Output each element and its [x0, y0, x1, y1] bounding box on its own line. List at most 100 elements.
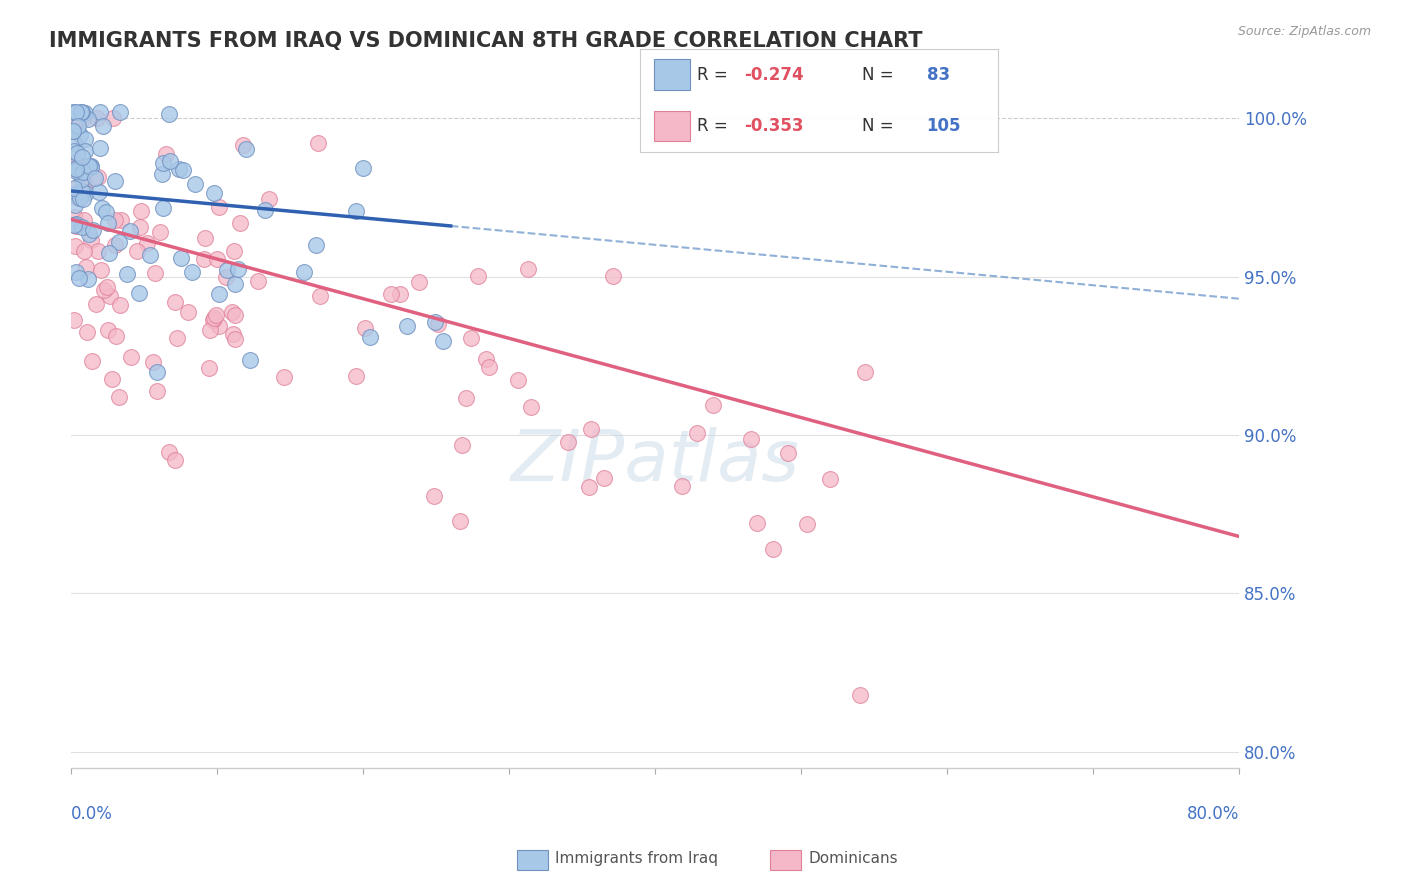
- Point: [65, 104, 87, 119]
- Point: [101, 111, 124, 125]
- Point: [170, 252, 193, 266]
- Point: [65, 265, 87, 279]
- Point: [73, 105, 96, 120]
- Point: [105, 328, 128, 343]
- Point: [305, 238, 328, 252]
- Text: 80.0%: 80.0%: [1187, 805, 1239, 823]
- Point: [474, 352, 496, 367]
- Point: [93, 283, 115, 297]
- Point: [146, 365, 169, 379]
- Point: [309, 289, 332, 303]
- Point: [152, 155, 174, 169]
- Point: [239, 353, 262, 368]
- Point: [104, 174, 127, 188]
- Point: [66, 119, 89, 133]
- Point: [671, 479, 693, 493]
- Point: [467, 268, 489, 283]
- Text: 83: 83: [927, 66, 949, 84]
- Point: [226, 261, 249, 276]
- Point: [208, 286, 231, 301]
- Point: [506, 373, 529, 387]
- Point: [91, 201, 114, 215]
- Point: [273, 370, 295, 384]
- Point: [75, 260, 97, 275]
- Point: [150, 167, 173, 181]
- Point: [478, 359, 501, 374]
- Point: [235, 142, 257, 156]
- Point: [89, 185, 111, 199]
- Point: [389, 287, 412, 301]
- Point: [72, 164, 94, 178]
- Point: [96, 280, 118, 294]
- Point: [380, 287, 402, 301]
- Point: [222, 326, 245, 341]
- Point: [432, 334, 454, 348]
- Point: [214, 269, 236, 284]
- Text: -0.353: -0.353: [744, 117, 803, 135]
- Text: N =: N =: [862, 66, 898, 84]
- Point: [107, 235, 129, 250]
- Point: [77, 272, 100, 286]
- Point: [592, 471, 614, 485]
- Point: [69, 191, 91, 205]
- Point: [193, 252, 215, 266]
- Point: [104, 213, 127, 227]
- Point: [65, 219, 87, 233]
- Point: [108, 390, 131, 404]
- Point: [62, 181, 84, 195]
- Point: [70, 104, 93, 119]
- Point: [200, 323, 222, 337]
- Point: [254, 202, 277, 217]
- Point: [207, 252, 229, 266]
- Point: [205, 308, 228, 322]
- Point: [423, 316, 446, 330]
- Point: [70, 219, 93, 234]
- Point: [307, 136, 329, 150]
- Point: [152, 201, 174, 215]
- Point: [97, 216, 120, 230]
- Point: [86, 244, 108, 259]
- Bar: [654, 59, 690, 90]
- Point: [80, 160, 103, 174]
- Text: ZIPatlas: ZIPatlas: [510, 426, 800, 496]
- Text: 0.0%: 0.0%: [72, 805, 112, 823]
- Point: [557, 434, 579, 449]
- Point: [221, 305, 243, 319]
- Point: [129, 204, 152, 219]
- Text: R =: R =: [697, 66, 733, 84]
- Point: [66, 157, 89, 171]
- Point: [454, 391, 477, 405]
- Point: [761, 542, 783, 557]
- Point: [62, 145, 84, 159]
- Point: [110, 213, 132, 227]
- Point: [70, 104, 93, 119]
- Point: [63, 238, 86, 252]
- Text: Immigrants from Iraq: Immigrants from Iraq: [555, 851, 718, 865]
- Point: [70, 171, 93, 186]
- Point: [177, 304, 200, 318]
- Point: [79, 227, 101, 241]
- Point: [246, 274, 269, 288]
- Point: [70, 184, 93, 198]
- Point: [135, 235, 157, 250]
- Point: [181, 265, 204, 279]
- Point: [167, 161, 190, 176]
- Point: [118, 224, 141, 238]
- Point: [155, 147, 177, 161]
- Point: [127, 244, 149, 258]
- Text: Dominicans: Dominicans: [808, 851, 898, 865]
- Point: [138, 248, 160, 262]
- Point: [65, 181, 87, 195]
- Text: N =: N =: [862, 117, 898, 135]
- Point: [163, 295, 186, 310]
- Point: [197, 360, 219, 375]
- Point: [73, 244, 96, 258]
- Point: [184, 177, 207, 191]
- Point: [602, 268, 624, 283]
- Point: [65, 118, 87, 132]
- Point: [450, 438, 472, 452]
- Point: [66, 146, 89, 161]
- Point: [194, 231, 217, 245]
- Point: [460, 331, 482, 345]
- Point: [157, 444, 180, 458]
